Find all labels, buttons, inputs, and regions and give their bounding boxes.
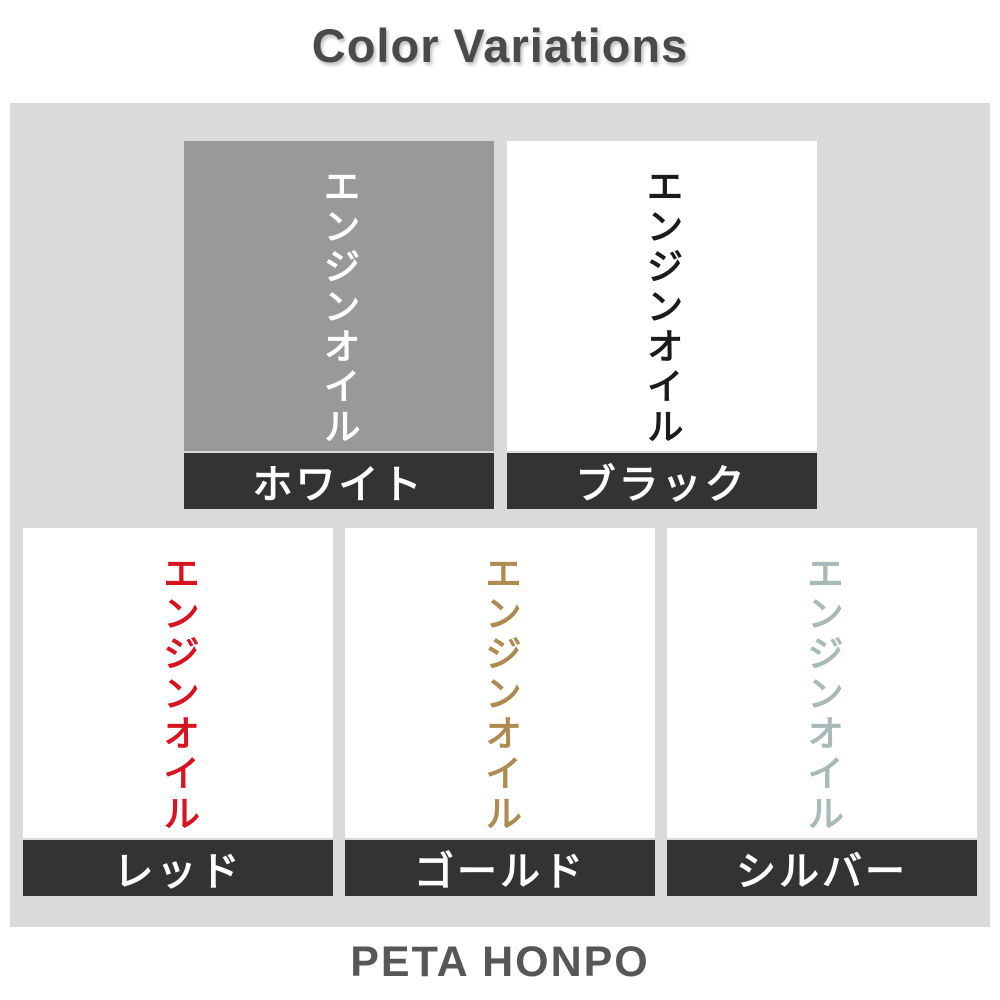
- variant-card-silver: エンジンオイル シルバー: [667, 528, 977, 896]
- product-name-vertical-text: エンジンオイル: [641, 167, 682, 447]
- page-title: Color Variations: [311, 19, 689, 72]
- product-name-vertical-text: エンジンオイル: [157, 554, 199, 834]
- variants-row-top: エンジンオイル ホワイト エンジンオイル ブラック: [10, 141, 990, 509]
- variant-label-white: ホワイト: [183, 453, 494, 509]
- product-name-vertical-text: エンジンオイル: [479, 554, 521, 834]
- variant-swatch-gold: エンジンオイル: [345, 528, 655, 838]
- variants-row-bottom: エンジンオイル レッド エンジンオイル ゴールド エンジンオイル シルバー: [10, 528, 990, 896]
- variant-card-red: エンジンオイル レッド: [23, 528, 333, 896]
- variant-label-red: レッド: [23, 840, 333, 896]
- variant-card-black: エンジンオイル ブラック: [506, 141, 817, 509]
- product-name-vertical-text: エンジンオイル: [318, 167, 359, 447]
- variant-swatch-silver: エンジンオイル: [667, 528, 977, 838]
- variant-card-white: エンジンオイル ホワイト: [183, 141, 494, 509]
- variant-card-gold: エンジンオイル ゴールド: [345, 528, 655, 896]
- variant-swatch-red: エンジンオイル: [23, 528, 333, 838]
- product-name-vertical-text: エンジンオイル: [801, 554, 843, 834]
- brand-footer: PETA HONPO: [350, 938, 650, 986]
- variant-label-silver: シルバー: [667, 840, 977, 896]
- variations-panel: エンジンオイル ホワイト エンジンオイル ブラック エンジンオイル レッド エン…: [10, 103, 990, 927]
- variant-label-gold: ゴールド: [345, 840, 655, 896]
- variant-swatch-white: エンジンオイル: [183, 141, 494, 451]
- variant-label-black: ブラック: [506, 453, 817, 509]
- variant-swatch-black: エンジンオイル: [506, 141, 817, 451]
